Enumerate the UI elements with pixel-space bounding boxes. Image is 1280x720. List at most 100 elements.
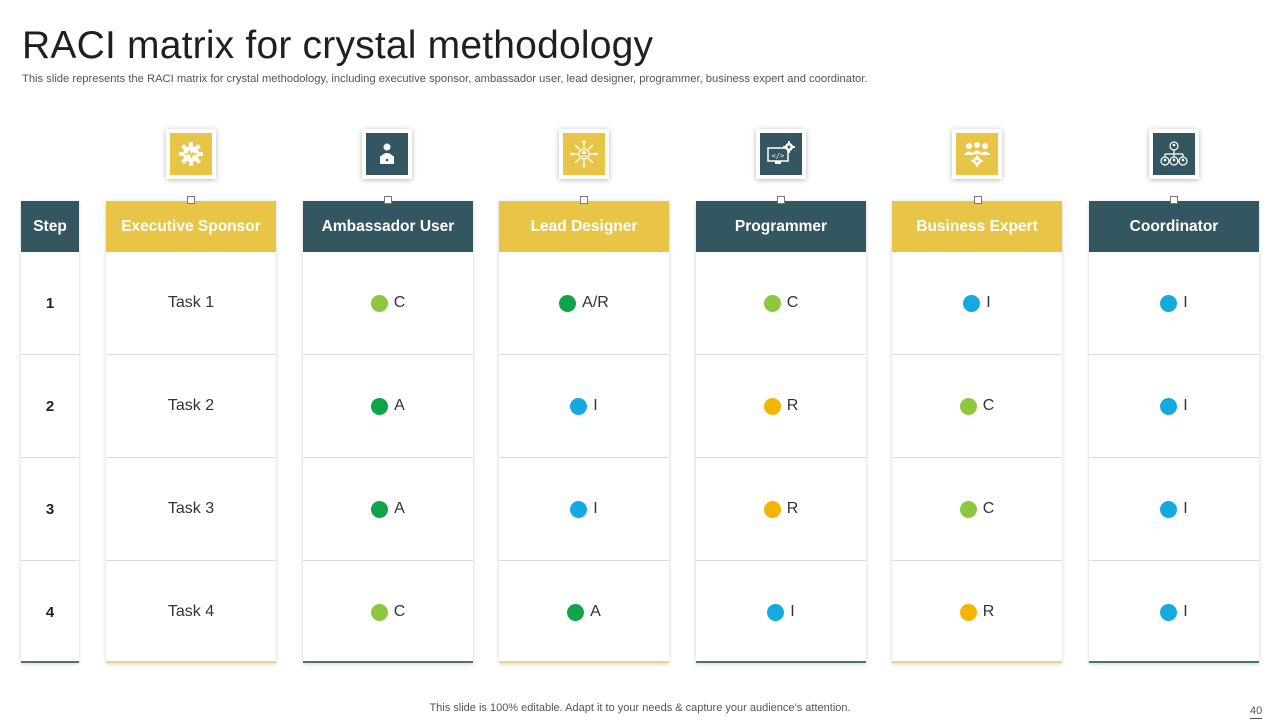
raci-label: I: [1183, 603, 1188, 620]
presenter-icon: [380, 143, 394, 164]
raci-dot: [570, 397, 588, 415]
task-cell: Task 1: [106, 252, 276, 355]
raci-label: I: [593, 500, 598, 517]
connector-square: [777, 196, 785, 204]
raci-dot: [371, 500, 389, 518]
raci-label: C: [982, 397, 995, 414]
raci-cell: I: [1160, 397, 1188, 415]
raci-label: C: [982, 500, 995, 517]
raci-label: A/R: [582, 294, 609, 311]
raci-label: I: [1183, 294, 1188, 311]
slide-subtitle: This slide represents the RACI matrix fo…: [22, 73, 868, 85]
raci-cell: A/R: [559, 294, 609, 312]
step-header: Step: [21, 201, 79, 252]
raci-label: C: [393, 294, 406, 311]
raci-cell: R: [763, 397, 799, 415]
task-cell: Task 4: [167, 603, 215, 620]
raci-dot: [963, 294, 981, 312]
raci-dot: [370, 603, 388, 621]
raci-dot: [763, 294, 781, 312]
raci-cell: R: [959, 603, 995, 621]
step-cell: 2: [21, 355, 79, 458]
executive-sponsor-icon-box: [166, 129, 216, 179]
connector-square: [1170, 196, 1178, 204]
raci-cell: C: [959, 397, 995, 415]
raci-label: I: [790, 603, 795, 620]
raci-dot: [763, 500, 781, 518]
programmer-icon-box: </>: [756, 129, 806, 179]
raci-dot: [763, 397, 781, 415]
ambassador-user-icon-box: [362, 129, 412, 179]
raci-label: I: [593, 397, 598, 414]
raci-cell: I: [1160, 294, 1188, 312]
raci-dot: [1160, 603, 1178, 621]
raci-label: I: [1183, 397, 1188, 414]
raci-label: A: [590, 603, 601, 620]
step-column: Step 1 2 3 4: [21, 201, 79, 663]
raci-dot: [371, 397, 389, 415]
raci-dot: [370, 294, 388, 312]
raci-dot: [1160, 294, 1178, 312]
raci-label: I: [1183, 500, 1188, 517]
lead-designer-column: Lead Designer A/R I I A: [499, 201, 669, 663]
raci-label: R: [982, 603, 995, 620]
code-monitor-icon: </>: [767, 141, 795, 164]
step-cell: 3: [21, 458, 79, 561]
task-cell: Task 2: [106, 355, 276, 458]
raci-cell: A: [371, 500, 405, 518]
raci-cell: I: [963, 294, 991, 312]
raci-cell: I: [767, 603, 795, 621]
connector-square: [384, 196, 392, 204]
raci-label: A: [394, 500, 405, 517]
raci-cell: C: [959, 500, 995, 518]
raci-cell: C: [763, 294, 799, 312]
raci-dot: [567, 603, 585, 621]
raci-label: R: [786, 397, 799, 414]
raci-label: I: [986, 294, 991, 311]
coordinator-header: Coordinator: [1089, 201, 1259, 252]
lead-designer-icon-box: [559, 129, 609, 179]
connector-square: [974, 196, 982, 204]
executive-sponsor-header: Executive Sponsor: [106, 201, 276, 252]
raci-dot: [1160, 500, 1178, 518]
programmer-header: Programmer: [696, 201, 866, 252]
ambassador-user-header: Ambassador User: [303, 201, 473, 252]
raci-dot: [959, 397, 977, 415]
raci-cell: I: [570, 500, 598, 518]
raci-cell: I: [1160, 500, 1188, 518]
raci-label: C: [786, 294, 799, 311]
page-number: 40: [1250, 705, 1263, 719]
raci-cell: C: [370, 603, 405, 621]
business-expert-header: Business Expert: [892, 201, 1062, 252]
programmer-column: Programmer C R R I: [696, 201, 866, 663]
svg-text:</>: </>: [772, 152, 785, 160]
raci-dot: [959, 603, 977, 621]
lead-designer-header: Lead Designer: [499, 201, 669, 252]
step-cell: 4: [45, 603, 55, 621]
executive-sponsor-column: Executive Sponsor Task 1 Task 2 Task 3 T…: [106, 201, 276, 663]
business-expert-icon-box: [952, 129, 1002, 179]
raci-label: A: [394, 397, 405, 414]
raci-cell: C: [370, 294, 406, 312]
raci-dot: [559, 294, 577, 312]
connector-square: [187, 196, 195, 204]
network-person-icon: [570, 140, 598, 168]
raci-cell: I: [1160, 603, 1188, 621]
footer-note: This slide is 100% editable. Adapt it to…: [429, 702, 851, 714]
slide-title: RACI matrix for crystal methodology: [22, 24, 654, 67]
raci-label: R: [786, 500, 799, 517]
raci-cell: A: [371, 397, 405, 415]
connector-square: [580, 196, 588, 204]
coordinator-icon-box: [1149, 129, 1199, 179]
task-cell: Task 3: [106, 458, 276, 561]
org-chart-icon: [1160, 141, 1188, 166]
raci-dot: [1160, 397, 1178, 415]
raci-cell: I: [570, 397, 598, 415]
raci-cell: A: [567, 603, 601, 621]
ambassador-user-column: Ambassador User C A A C: [303, 201, 473, 663]
step-cell: 1: [21, 252, 79, 355]
raci-dot: [767, 603, 785, 621]
raci-cell: R: [763, 500, 799, 518]
raci-dot: [959, 500, 977, 518]
gear-heartbeat-icon: [179, 142, 203, 166]
